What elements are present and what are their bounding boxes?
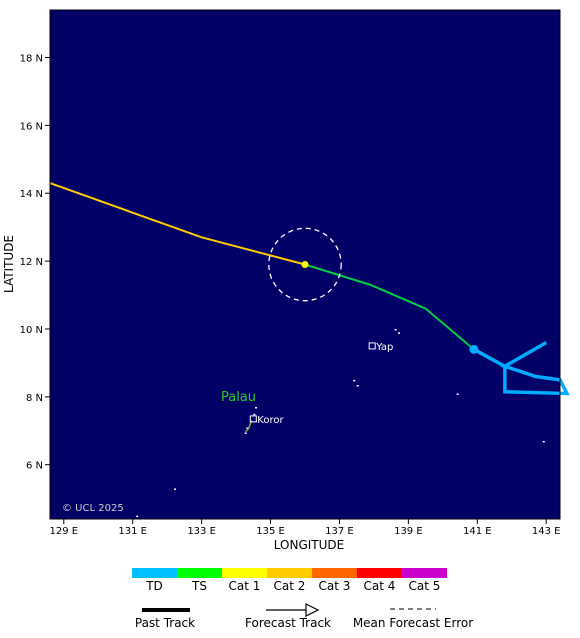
- copyright-text: © UCL 2025: [62, 503, 124, 514]
- legend-swatch-cat-4: [357, 568, 402, 578]
- lon-tick-label: 135 E: [256, 526, 285, 537]
- lon-tick-label: 133 E: [187, 526, 216, 537]
- storm-track: [49, 182, 570, 396]
- lat-tick-label: 12 N: [20, 257, 43, 268]
- lon-tick-label: 129 E: [49, 526, 78, 537]
- lat-tick-label: 18 N: [20, 54, 43, 65]
- legend-label-ts: TS: [191, 579, 207, 593]
- y-axis-label: LATITUDE: [2, 235, 16, 293]
- lon-tick-label: 139 E: [394, 526, 423, 537]
- place-marker-icon: [249, 415, 257, 423]
- place-label-koror: Koror: [257, 415, 284, 426]
- x-axis-label: LONGITUDE: [274, 538, 344, 552]
- legend-label-cat-4: Cat 4: [364, 579, 396, 593]
- legend-label-td: TD: [145, 579, 163, 593]
- island-speck: [394, 328, 397, 331]
- island-speck: [136, 515, 139, 518]
- td-track-line: [473, 341, 570, 396]
- forecast-track-label: Forecast Track: [245, 616, 331, 630]
- palau-island: [245, 420, 253, 433]
- legend-swatch-cat-1: [222, 568, 267, 578]
- forecast-track-legend: Forecast Track: [245, 603, 331, 630]
- legend-swatch-td: [132, 568, 177, 578]
- island-speck: [456, 393, 459, 395]
- island-speck: [174, 488, 177, 490]
- lon-tick-label: 143 E: [532, 526, 561, 537]
- lat-tick-label: 16 N: [20, 121, 43, 132]
- category-legend: TD TS Cat 1 Cat 2 Cat 3 Cat 4 Cat 5: [132, 568, 447, 593]
- legend-label-cat-5: Cat 5: [409, 579, 441, 593]
- current-position-dot: [469, 344, 479, 354]
- lat-tick-label: 14 N: [20, 189, 43, 200]
- legend-swatch-cat-5: [402, 568, 447, 578]
- forecast-error-circle: [268, 227, 342, 302]
- mean-error-legend: Mean Forecast Error: [353, 608, 473, 630]
- legend-swatch-cat-2: [267, 568, 312, 578]
- longitude-ticks: 129 E 131 E 133 E 135 E 137 E 139 E 141 E 143 E: [49, 519, 561, 537]
- region-label-palau: Palau: [221, 390, 256, 405]
- island-speck: [255, 407, 258, 409]
- legend-swatch-ts: [177, 568, 222, 578]
- land-features: [136, 328, 545, 518]
- lat-tick-label: 8 N: [26, 393, 43, 404]
- track-segment-ts: [304, 263, 475, 351]
- island-speck: [356, 384, 359, 387]
- past-track-label: Past Track: [135, 616, 195, 630]
- island-speck: [244, 432, 247, 434]
- island-speck: [353, 379, 356, 382]
- lon-tick-label: 131 E: [118, 526, 147, 537]
- legend-swatch-cat-3: [312, 568, 357, 578]
- track-segment-cat-1: [49, 182, 306, 266]
- map-frame: [49, 9, 561, 520]
- island-speck: [398, 332, 401, 334]
- island-speck: [253, 413, 256, 416]
- lon-tick-label: 137 E: [325, 526, 354, 537]
- mean-error-label: Mean Forecast Error: [353, 616, 473, 630]
- legend-label-cat-3: Cat 3: [319, 579, 351, 593]
- forecast-point-dot: [301, 261, 309, 268]
- legend-label-cat-2: Cat 2: [274, 579, 306, 593]
- past-track-legend: Past Track: [135, 608, 195, 630]
- lat-tick-label: 6 N: [26, 461, 43, 472]
- legend-label-cat-1: Cat 1: [229, 579, 261, 593]
- forecast-arrow-icon: [305, 603, 320, 617]
- place-label-yap: Yap: [375, 342, 393, 353]
- place-marker-icon: [368, 342, 376, 350]
- lon-tick-label: 141 E: [463, 526, 492, 537]
- island-speck: [542, 440, 545, 443]
- lat-tick-label: 10 N: [20, 325, 43, 336]
- latitude-ticks: 6 N 8 N 10 N 12 N 14 N 16 N 18 N: [20, 54, 50, 472]
- island-speck: [246, 427, 249, 429]
